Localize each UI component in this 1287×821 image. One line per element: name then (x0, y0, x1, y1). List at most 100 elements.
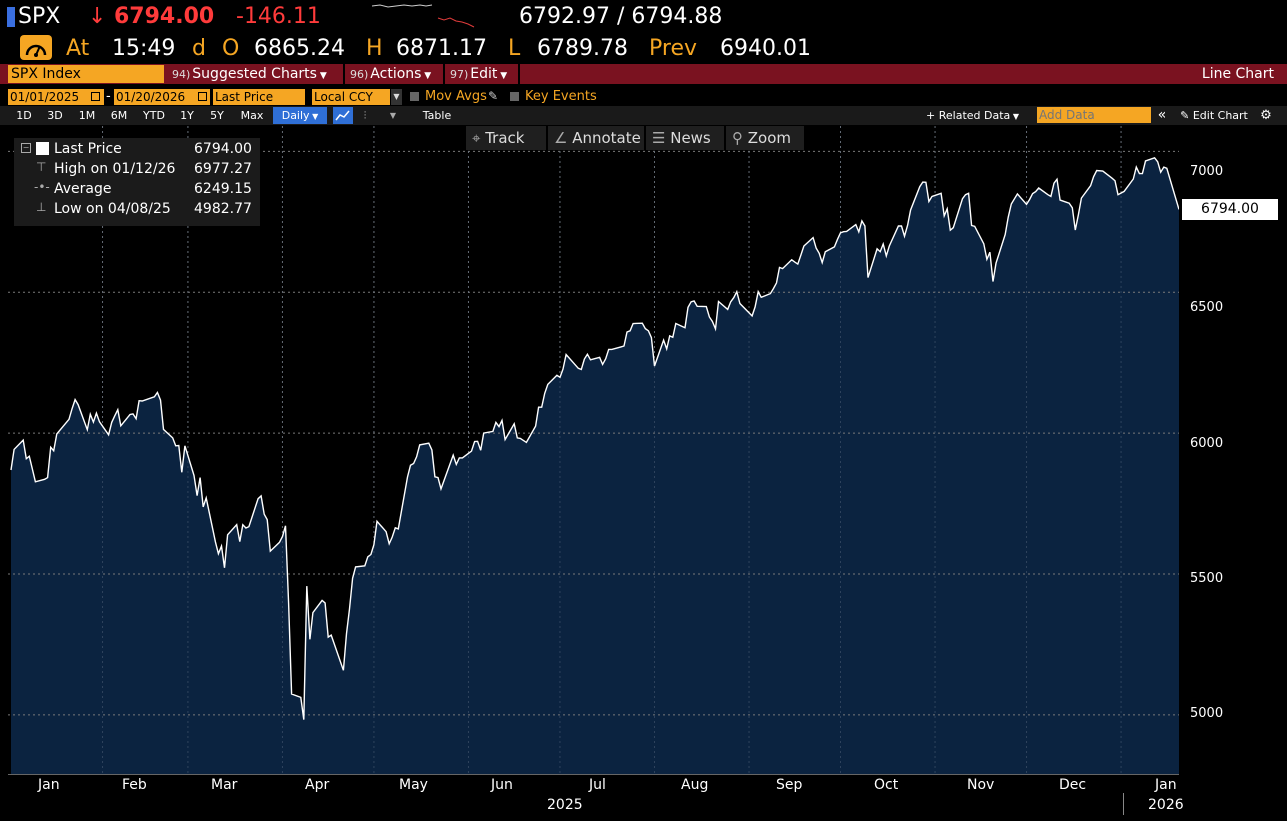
low-value: 6789.78 (537, 36, 628, 61)
zoom-tool[interactable]: ⚲ Zoom (726, 126, 804, 150)
range-button-3d[interactable]: 3D (47, 109, 63, 122)
edit-chart-button[interactable]: ✎ Edit Chart (1175, 107, 1253, 124)
key-events-label[interactable]: Key Events (525, 89, 597, 104)
sparkline-intraday (371, 4, 475, 28)
mov-avgs-label[interactable]: Mov Avgs (425, 89, 487, 104)
line-chart-icon[interactable] (333, 107, 353, 124)
collapse-icon[interactable]: − (21, 143, 31, 153)
range-button-1d[interactable]: 1D (16, 109, 32, 122)
track-tool[interactable]: ⌖ Track (466, 126, 546, 150)
legend-average-label: Average (54, 181, 112, 197)
actions-menu[interactable]: 96) Actions ▼ (350, 64, 431, 84)
low-marker-icon: ⊥ (36, 200, 47, 214)
edit-label: Edit (470, 66, 498, 82)
end-date-field[interactable]: 01/20/2026 (114, 89, 210, 105)
news-tool[interactable]: ☰ News (646, 126, 724, 150)
price-line (10, 156, 1179, 720)
chevron-down-icon[interactable]: ▼ (389, 111, 397, 120)
high-marker-icon: ⊤ (36, 160, 47, 174)
pencil-icon[interactable]: ✎ (488, 89, 499, 103)
down-arrow-icon: ↓ (88, 4, 107, 29)
x-year-label: 2026 (1148, 797, 1184, 813)
menu-separator (343, 64, 345, 84)
field-select[interactable]: Last Price (213, 89, 305, 105)
x-month-label: Oct (874, 777, 899, 793)
magnifier-icon: ⚲ (732, 129, 748, 147)
legend-average-value: 6249.15 (194, 181, 252, 197)
date-range-dash: - (106, 89, 111, 104)
x-month-label: Aug (681, 777, 709, 793)
x-month-label: Apr (305, 777, 330, 793)
menu-separator (443, 64, 445, 84)
gear-icon[interactable]: ⚙ (1260, 108, 1272, 123)
prev-value: 6940.01 (720, 36, 811, 61)
range-button-1y[interactable]: 1Y (180, 109, 194, 122)
y-tick-label: 6000 (1190, 436, 1224, 451)
chart-legend[interactable]: − Last Price 6794.00 ⊤ High on 01/12/26 … (14, 138, 260, 226)
d-label: d (192, 36, 206, 61)
collapse-icon[interactable]: « (1157, 107, 1167, 123)
series-color-swatch (36, 142, 49, 155)
year-divider (1123, 793, 1124, 815)
news-label: News (670, 129, 711, 147)
related-data-button[interactable]: + Related Data ▼ (920, 107, 1025, 124)
frequency-dropdown[interactable]: Daily ▼ (273, 107, 327, 124)
range-button-max[interactable]: Max (240, 109, 264, 122)
y-tick-label: 5500 (1190, 571, 1224, 586)
edit-chart-label: Edit Chart (1192, 109, 1248, 122)
x-year-label: 2025 (547, 797, 583, 813)
dropdown-icon: ▼ (421, 71, 432, 81)
last-price: 6794.00 (114, 4, 215, 29)
chart-settings-row: 01/01/2025 - 01/20/2026 Last Price Local… (0, 89, 1287, 106)
pencil-icon: ✎ (1180, 109, 1193, 122)
currency-select[interactable]: Local CCY (312, 89, 390, 105)
range-button-1m[interactable]: 1M (78, 109, 96, 122)
range-button-5y[interactable]: 5Y (210, 109, 224, 122)
legend-low-label: Low on 04/08/25 (54, 201, 171, 217)
legend-last-label: Last Price (54, 141, 122, 157)
x-month-label: Dec (1059, 777, 1087, 793)
key-events-checkbox[interactable] (510, 92, 519, 101)
quote-detail-row: At 15:49 d O 6865.24 H 6871.17 L 6789.78… (0, 34, 1287, 62)
actions-number: 96) (350, 68, 369, 81)
x-axis-line (8, 774, 1179, 775)
legend-high-label: High on 01/12/26 (54, 161, 176, 177)
edit-menu[interactable]: 97) Edit ▼ (450, 64, 507, 84)
x-month-label: Mar (211, 777, 238, 793)
candle-chart-icon[interactable]: ⫶ (363, 109, 367, 122)
quote-header: SPX ↓ 6794.00 -146.11 6792.97 / 6794.88 (0, 0, 1287, 34)
suggested-charts-menu[interactable]: 94) Suggested Charts ▼ (172, 64, 327, 84)
x-month-label: Jun (491, 777, 513, 793)
range-button-6m[interactable]: 6M (110, 109, 128, 122)
menu-bar: SPX Index 94) Suggested Charts ▼ 96) Actio… (0, 64, 1287, 84)
start-date-field[interactable]: 01/01/2025 (8, 89, 104, 105)
pen-icon: ∠ (554, 129, 573, 147)
calendar-icon[interactable] (91, 92, 100, 101)
range-button-ytd[interactable]: YTD (143, 109, 165, 122)
ticker[interactable]: SPX (18, 4, 61, 29)
chart-type-title: Line Chart (1201, 66, 1274, 82)
calendar-icon[interactable] (198, 92, 207, 101)
annotate-tool[interactable]: ∠ Annotate (548, 126, 644, 150)
related-data-label: + Related Data (926, 109, 1011, 122)
add-data-input[interactable] (1037, 107, 1151, 123)
zoom-label: Zoom (747, 129, 792, 147)
actions-label: Actions (370, 66, 422, 82)
sparkline-down (437, 17, 475, 28)
range-toolbar: 1D 3D 1M 6M YTD 1Y 5Y Max Daily ▼ ⫶ ▼ Ta… (0, 106, 1287, 125)
mov-avgs-checkbox[interactable] (410, 92, 419, 101)
table-button[interactable]: Table (422, 109, 452, 122)
quote-time: 15:49 (112, 36, 176, 61)
track-label: Track (485, 129, 525, 147)
x-month-label: Sep (776, 777, 803, 793)
chevron-down-icon[interactable]: ▼ (391, 89, 402, 105)
open-label: O (222, 36, 240, 61)
security-name-field[interactable]: SPX Index (8, 65, 164, 83)
dropdown-icon: ▼ (309, 112, 319, 121)
x-month-label: Feb (122, 777, 147, 793)
dropdown-icon: ▼ (316, 71, 327, 81)
legend-low-value: 4982.77 (194, 201, 252, 217)
suggested-charts-label: Suggested Charts (192, 66, 317, 82)
legend-high-value: 6977.27 (194, 161, 252, 177)
speedometer-icon[interactable] (20, 35, 52, 60)
